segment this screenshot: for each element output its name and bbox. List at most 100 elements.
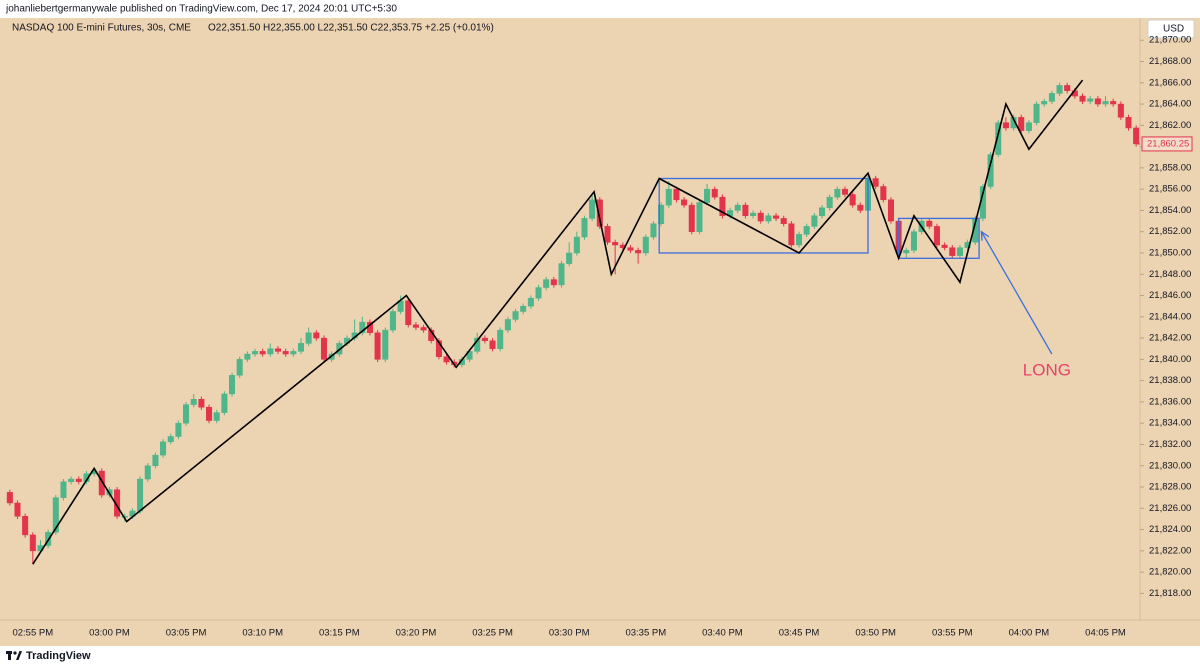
x-tick-label: 02:55 PM: [12, 628, 53, 639]
candle-body: [1002, 122, 1009, 129]
candle-body: [719, 196, 726, 216]
candle-body: [412, 324, 419, 328]
candle-body: [144, 465, 151, 480]
arrow-head: [980, 230, 990, 241]
candle-body: [834, 188, 841, 198]
candle-body: [995, 122, 1002, 155]
x-tick-label: 03:10 PM: [242, 628, 283, 639]
candle-body: [788, 223, 795, 246]
candle-body: [68, 478, 75, 482]
candle-body: [435, 340, 442, 357]
range-box: [658, 177, 869, 254]
candle-body: [1087, 98, 1094, 102]
footer-bar: [0, 646, 1200, 666]
chart-background: [0, 18, 1200, 646]
candle-body: [933, 226, 940, 246]
footer-brand: TradingView: [26, 650, 91, 662]
candle-body: [757, 212, 764, 222]
plot-area: [6, 79, 1140, 565]
candle-body: [252, 351, 259, 355]
x-tick-label: 03:45 PM: [779, 628, 820, 639]
x-tick-label: 03:50 PM: [855, 628, 896, 639]
candle-body: [481, 337, 488, 341]
candle-body: [910, 231, 917, 251]
candle-body: [811, 215, 818, 227]
candle-body: [949, 247, 956, 256]
candle-body: [765, 215, 772, 222]
candle-body: [742, 204, 749, 216]
y-tick-label: 21,824.00: [1149, 524, 1191, 535]
candle-body: [650, 223, 657, 238]
candle-body: [175, 422, 182, 437]
candle-body: [267, 348, 274, 355]
y-tick-label: 21,848.00: [1149, 269, 1191, 280]
candle-body: [1117, 103, 1124, 118]
candle-body: [573, 236, 580, 254]
candle-body: [198, 399, 205, 408]
candle-body: [313, 332, 320, 339]
candle-body: [841, 188, 849, 195]
candle-body: [1102, 101, 1109, 105]
candle-body: [612, 242, 619, 246]
candle-body: [244, 353, 251, 360]
x-tick-label: 03:00 PM: [89, 628, 130, 639]
candle-body: [711, 188, 718, 198]
candle-body: [734, 204, 741, 211]
x-tick-label: 03:05 PM: [166, 628, 207, 639]
y-tick-label: 21,834.00: [1149, 418, 1191, 429]
currency-box[interactable]: [1147, 19, 1195, 39]
y-tick-label: 21,822.00: [1149, 545, 1191, 556]
candle-body: [152, 454, 159, 466]
candle-body: [550, 279, 557, 286]
candle-body: [374, 332, 381, 360]
x-tick-label: 03:30 PM: [549, 628, 590, 639]
y-tick-label: 21,852.00: [1149, 226, 1191, 237]
y-tick-label: 21,840.00: [1149, 354, 1191, 365]
candle-body: [1025, 122, 1032, 131]
candle-body: [290, 351, 297, 355]
candle-body: [704, 188, 711, 203]
candle-body: [297, 343, 305, 352]
x-tick-label: 04:00 PM: [1009, 628, 1050, 639]
x-tick-label: 04:05 PM: [1085, 628, 1126, 639]
y-tick-label: 21,854.00: [1149, 205, 1191, 216]
range-box: [897, 217, 980, 259]
currency: USD: [1163, 24, 1184, 35]
candle-body: [1048, 93, 1055, 102]
candle-body: [282, 351, 289, 355]
candle-body: [581, 218, 588, 238]
candle-body: [420, 327, 427, 331]
candle-body: [604, 226, 611, 243]
y-tick-label: 21,838.00: [1149, 375, 1191, 386]
candle-body: [543, 279, 550, 288]
candle-body: [1056, 85, 1063, 94]
candle-body: [589, 199, 596, 219]
candle-body: [190, 399, 197, 405]
candle-body: [14, 502, 21, 517]
candle-body: [926, 220, 933, 227]
y-tick-label: 21,830.00: [1149, 460, 1191, 471]
candle-body: [320, 337, 327, 360]
x-tick-label: 03:20 PM: [396, 628, 437, 639]
candle-body: [558, 263, 565, 286]
y-tick-label: 21,826.00: [1149, 503, 1191, 514]
candle-body: [673, 188, 680, 201]
candle-body: [987, 154, 994, 187]
candle-body: [635, 250, 642, 254]
candle-body: [665, 188, 672, 206]
candle-body: [443, 356, 450, 363]
candle-body: [826, 196, 833, 209]
candle-body: [382, 329, 389, 360]
y-tick-label: 21,846.00: [1149, 290, 1191, 301]
candle-body: [849, 194, 856, 206]
candle-body: [750, 212, 757, 216]
candle-body: [206, 406, 213, 421]
y-tick-label: 21,828.00: [1149, 482, 1191, 493]
candle-body: [60, 481, 67, 498]
candle-body: [52, 497, 59, 533]
x-tick-label: 03:55 PM: [932, 628, 973, 639]
footer-logo: [6, 651, 22, 660]
y-tick-label: 21,868.00: [1149, 56, 1191, 67]
candle-body: [236, 359, 243, 376]
